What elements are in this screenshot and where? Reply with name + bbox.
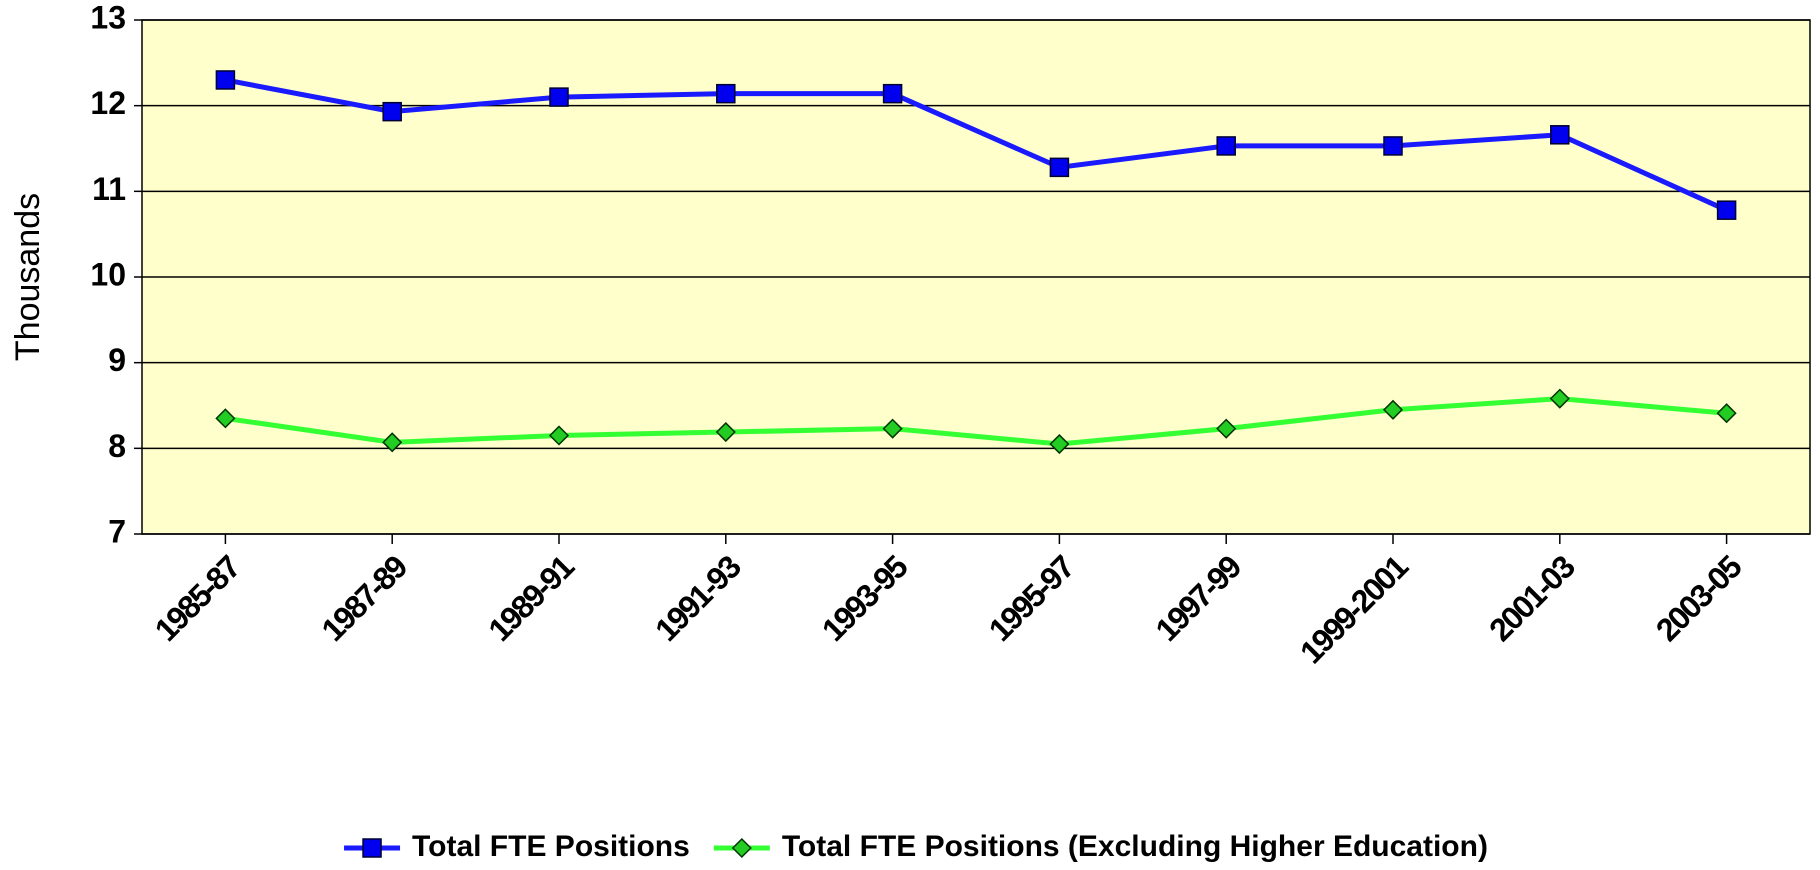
marker (1216, 136, 1236, 156)
x-tick-label: 1995-97 (982, 549, 1081, 648)
marker (1549, 388, 1570, 409)
marker (1550, 125, 1570, 145)
marker (1383, 136, 1403, 156)
y-tick-label: 13 (90, 0, 126, 35)
x-tick-label: 2001-03 (1482, 549, 1581, 648)
marker (382, 432, 403, 453)
y-tick-label: 11 (92, 171, 126, 207)
y-axis-title: Thousands (9, 193, 47, 361)
y-tick-label: 8 (108, 428, 126, 464)
marker (215, 70, 236, 90)
marker (1382, 399, 1404, 420)
marker (715, 421, 736, 443)
marker (1049, 157, 1070, 178)
legend: Total FTE Positions Total FTE Positions (… (344, 830, 1488, 863)
marker (716, 83, 736, 104)
marker (549, 87, 569, 107)
marker (882, 83, 903, 104)
x-tick-label: 1993-95 (815, 549, 914, 648)
y-tick-label: 10 (90, 256, 126, 292)
marker (1049, 433, 1070, 455)
marker (1716, 403, 1737, 424)
marker (1216, 418, 1237, 439)
x-tick-label: 2003-05 (1649, 549, 1748, 648)
marker (548, 425, 570, 446)
y-tick-label: 12 (90, 85, 126, 121)
legend-label: Total FTE Positions (412, 830, 690, 863)
series-line (225, 396, 1727, 447)
x-tick-label: 1987-89 (315, 549, 414, 648)
legend-label: Total FTE Positions (Excluding Higher Ed… (782, 830, 1488, 863)
marker (215, 408, 236, 429)
marker (362, 838, 382, 858)
x-tick-label: 1985-87 (148, 549, 247, 648)
marker (731, 837, 752, 859)
x-tick-label: 1999-2001 (1293, 549, 1415, 671)
marker (1716, 200, 1737, 220)
x-tick-label: 1997-99 (1149, 549, 1248, 648)
x-tick-label: 1991-93 (648, 549, 747, 648)
marker (382, 101, 402, 122)
series-line (224, 77, 1728, 213)
plot-border (141, 19, 1811, 535)
y-tick-label: 7 (108, 513, 126, 549)
y-tick-label: 9 (108, 342, 126, 378)
marker (882, 418, 903, 439)
x-tick-label: 1989-91 (481, 549, 580, 648)
